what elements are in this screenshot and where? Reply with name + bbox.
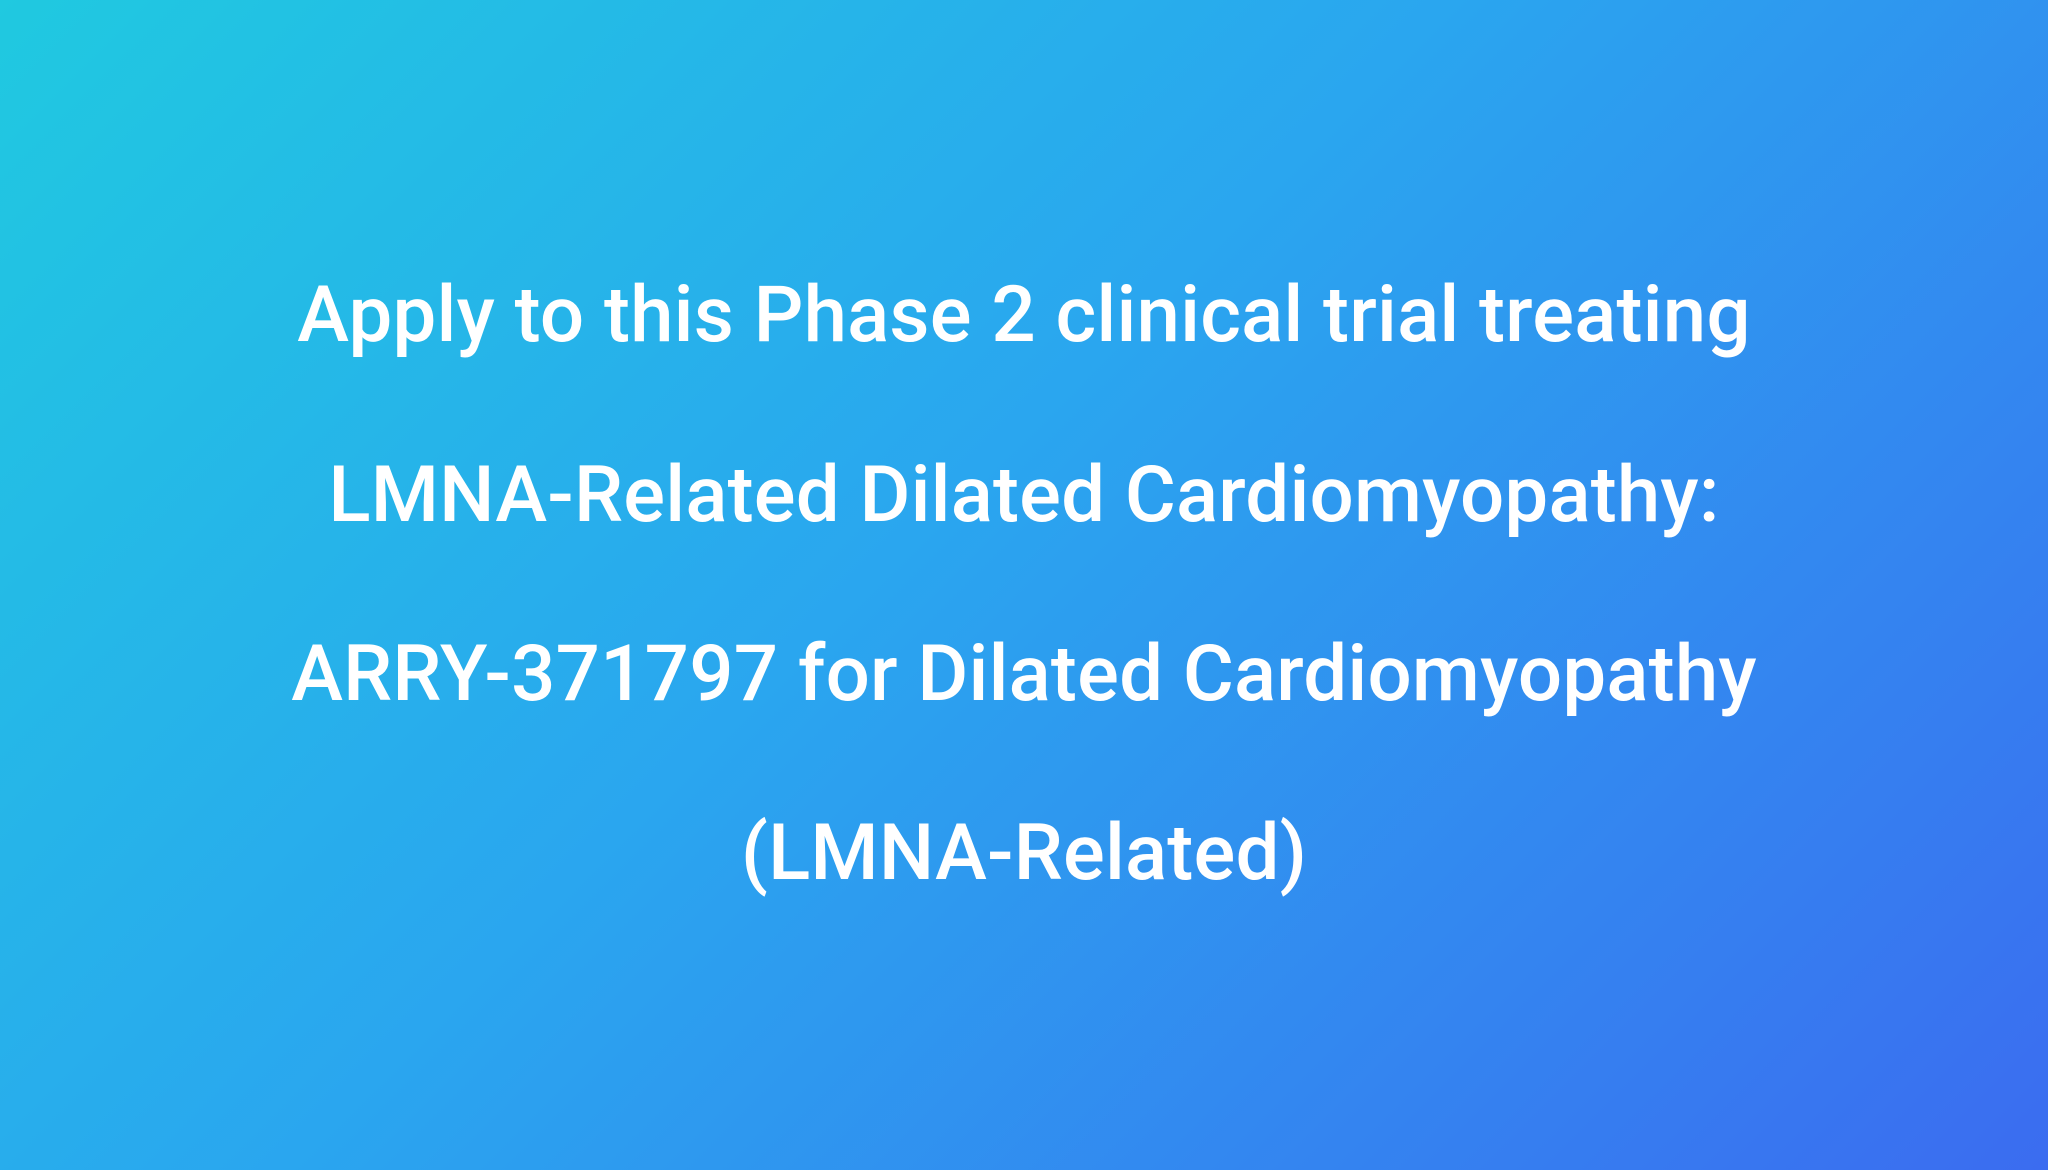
banner-content: Apply to this Phase 2 clinical trial tre… (214, 226, 1834, 944)
banner-headline: Apply to this Phase 2 clinical trial tre… (254, 226, 1794, 944)
